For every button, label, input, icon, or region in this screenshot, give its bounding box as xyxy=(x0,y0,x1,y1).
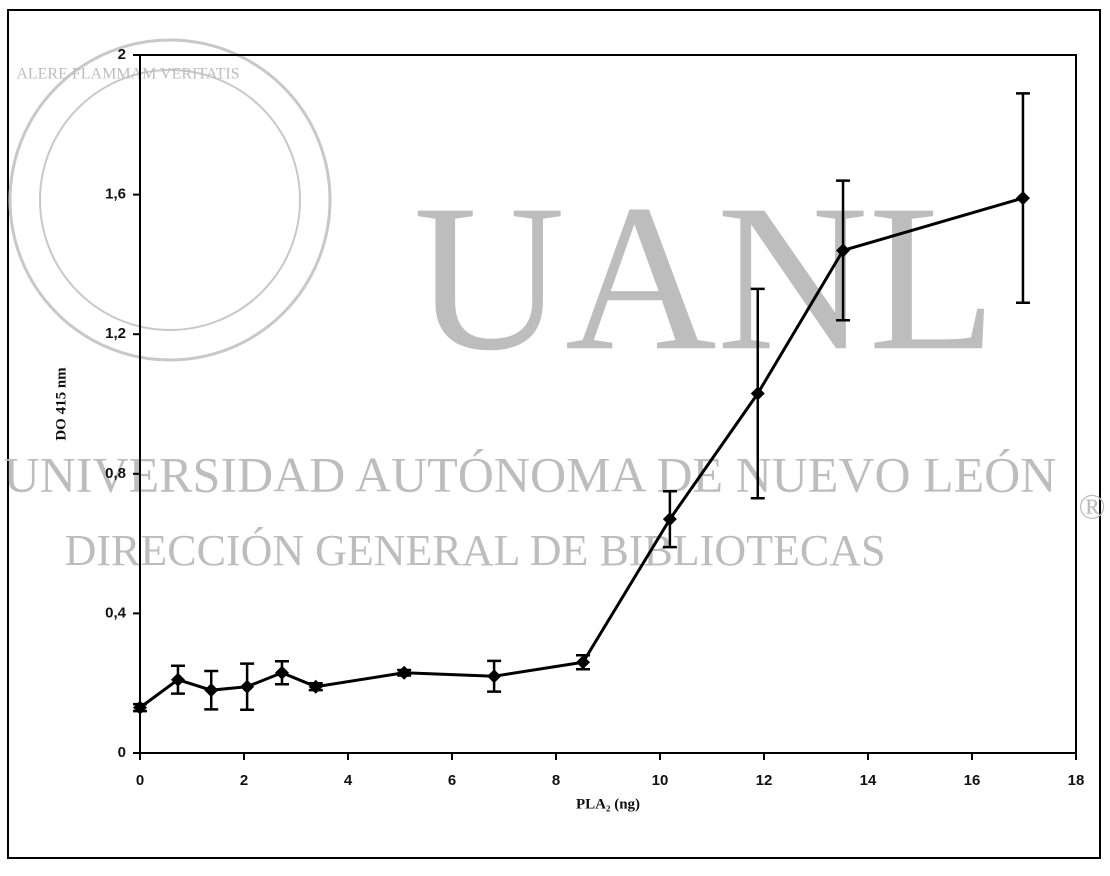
x-tick-label: 12 xyxy=(756,772,773,789)
y-tick-label: 2 xyxy=(118,46,126,63)
x-tick-label: 10 xyxy=(652,772,669,789)
watermark-big: UANL xyxy=(413,162,996,394)
point xyxy=(836,243,851,258)
watermark-line: DIRECCIÓN GENERAL DE BIBLIOTECAS xyxy=(65,526,886,575)
point xyxy=(308,679,323,694)
x-tick-label: 6 xyxy=(448,772,456,789)
plot-area xyxy=(139,54,1077,754)
watermark-line: UNIVERSIDAD AUTÓNOMA DE NUEVO LEÓN xyxy=(4,446,1057,502)
x-tick-label: 4 xyxy=(344,772,353,789)
y-tick-label: 0 xyxy=(118,744,126,761)
point xyxy=(133,700,147,715)
y-tick-label: 0,4 xyxy=(105,604,127,621)
watermark: ALERE FLAMMAM VERITATIS UANL UNIVERSIDAD… xyxy=(4,38,1106,575)
point xyxy=(240,679,255,694)
y-tick-label: 0,8 xyxy=(105,465,126,482)
x-tick-label: 14 xyxy=(860,772,877,789)
x-axis-label: PLA₂ (ng) xyxy=(576,796,640,812)
x-tick-label: 2 xyxy=(240,772,248,789)
x-tick-label: 18 xyxy=(1068,772,1085,789)
point xyxy=(397,665,412,680)
y-axis-label: DO 415 nm xyxy=(53,367,69,441)
y-tick-label: 1,2 xyxy=(105,325,126,342)
x-tick-label: 16 xyxy=(964,772,981,789)
point xyxy=(487,669,502,684)
point xyxy=(662,512,677,527)
point xyxy=(170,672,185,687)
point xyxy=(576,655,591,670)
x-tick-label: 0 xyxy=(136,772,144,789)
seal-inner xyxy=(39,69,301,331)
seal xyxy=(8,38,332,362)
point xyxy=(204,683,219,698)
point xyxy=(750,386,765,401)
x-tick-label: 8 xyxy=(552,772,560,789)
seal-motto: ALERE FLAMMAM VERITATIS xyxy=(16,66,239,83)
point xyxy=(1015,191,1030,206)
point xyxy=(274,665,289,680)
watermark-mark: ® xyxy=(1078,486,1105,526)
y-tick-label: 1,6 xyxy=(105,186,126,203)
frame xyxy=(7,9,1101,859)
